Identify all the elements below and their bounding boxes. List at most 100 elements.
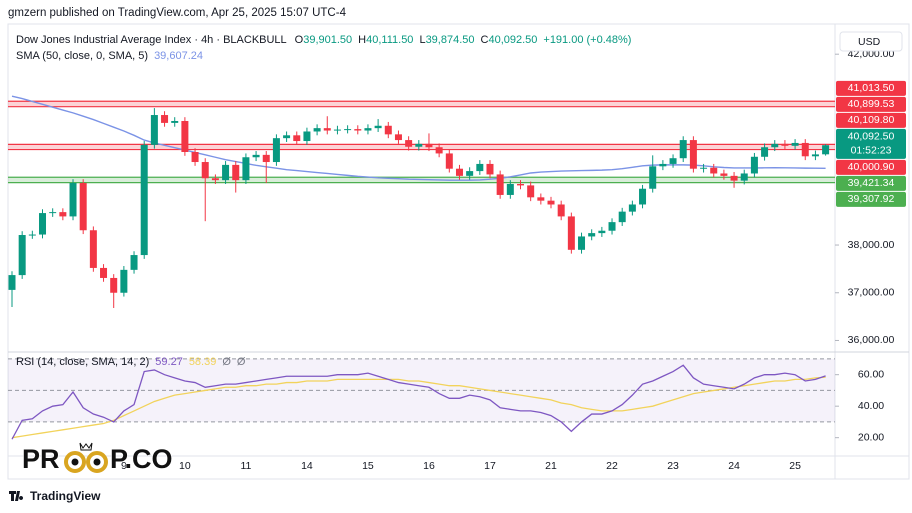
candle-body — [578, 236, 586, 250]
candle-body — [313, 128, 321, 132]
candle-body — [588, 233, 596, 237]
x-tick-label: 10 — [179, 460, 191, 472]
candle-body — [689, 140, 697, 169]
price-label-box — [836, 175, 906, 191]
zone-fill — [8, 144, 835, 150]
price-label: 41,013.50 — [848, 82, 895, 94]
change: +191.00 (+0.48%) — [543, 34, 631, 46]
main-pane — [8, 95, 835, 309]
footer-logo: TradingView — [9, 489, 101, 503]
candle-body — [69, 183, 77, 217]
legend-value: 39,607.24 — [154, 50, 203, 62]
candle-body — [303, 131, 311, 142]
candle-body — [720, 173, 728, 176]
ohlc-value: 39,874.50 — [426, 34, 475, 46]
x-tick-label: 25 — [789, 460, 801, 472]
ohlc-value: 40,111.50 — [366, 34, 413, 46]
y-tick-label: 60.00 — [858, 368, 884, 380]
candle-body — [598, 230, 606, 234]
candle-body — [222, 164, 230, 181]
price-label: 40,000.90 — [848, 161, 895, 173]
candle-body — [161, 115, 169, 123]
price-axis: 42,000.0038,000.0037,000.0036,000.0041,0… — [835, 31, 906, 443]
candle-body — [445, 153, 453, 169]
zone-fill — [8, 101, 835, 107]
publisher: gmzern published on TradingView.com, Apr… — [8, 7, 347, 19]
candle-body — [700, 167, 708, 169]
candle-body — [201, 162, 209, 179]
candle-body — [730, 175, 738, 181]
watermark-right: P.CO — [110, 444, 173, 474]
candle-body — [28, 234, 36, 236]
candle-body — [781, 143, 789, 146]
candle-body — [537, 197, 545, 201]
candle-body — [232, 164, 240, 181]
candle-body — [191, 152, 199, 163]
price-label: 39,421.34 — [848, 177, 895, 189]
candle-body — [710, 167, 718, 174]
x-tick-label: 14 — [301, 460, 313, 472]
watermark-left: PR — [22, 444, 60, 474]
legend-row: Dow Jones Industrial Average Index · 4h … — [16, 34, 631, 46]
candle-body — [527, 185, 535, 198]
candle-body — [354, 129, 362, 131]
price-label: 39,307.92 — [848, 193, 895, 205]
candle-body — [659, 163, 667, 167]
watermark-pupil — [71, 458, 79, 466]
ohlc-key: C — [481, 34, 489, 46]
price-label-box — [836, 112, 906, 128]
y-tick-label: 37,000.00 — [848, 287, 895, 299]
candle-body — [761, 147, 769, 157]
candle-body — [547, 200, 555, 205]
ohlc-key: L — [419, 34, 425, 46]
x-tick-label: 23 — [667, 460, 679, 472]
candle-body — [374, 125, 382, 129]
legend-value: 59.27 — [155, 356, 183, 368]
legend-name: SMA (50, close, 0, SMA, 5) — [16, 50, 148, 62]
candle-body — [272, 138, 280, 163]
currency-box — [839, 31, 903, 52]
candle-body — [100, 267, 108, 278]
candle-body — [242, 157, 250, 181]
legend-row: SMA (50, close, 0, SMA, 5) 39,607.24 — [16, 50, 203, 62]
y-tick-label: 36,000.00 — [848, 334, 895, 346]
legend-row: RSI (14, close, SMA, 14, 2) 59.27 58.39 Ø Ø — [16, 356, 246, 368]
candle-body — [486, 163, 494, 175]
price-label: 40,899.53 — [848, 98, 895, 110]
candle-body — [344, 129, 352, 131]
candle-body — [120, 269, 128, 293]
legend-flag: Ø — [237, 356, 246, 368]
candle-body — [822, 145, 830, 155]
candle-body — [628, 204, 636, 212]
candle-body — [415, 143, 423, 147]
legend-flag: Ø — [222, 356, 231, 368]
candle-body — [293, 135, 301, 142]
ohlc-key: O — [295, 34, 304, 46]
countdown: 01:52:23 — [851, 145, 892, 157]
watermark: PR P.CO — [22, 442, 173, 475]
x-tick-label: 24 — [728, 460, 740, 472]
footer-icon — [9, 491, 24, 501]
y-tick-label: 20.00 — [858, 431, 884, 443]
chart-title: Dow Jones Industrial Average Index · 4h … — [16, 34, 287, 46]
candle-body — [476, 163, 484, 172]
x-tick-label: 9 — [121, 460, 127, 472]
candle-body — [618, 211, 626, 223]
candle-body — [517, 183, 524, 186]
legends: Dow Jones Industrial Average Index · 4h … — [16, 34, 631, 368]
watermark-crown — [79, 442, 93, 451]
candle-body — [384, 125, 392, 135]
candle-body — [8, 275, 16, 290]
candle-body — [496, 174, 504, 195]
price-label-box — [836, 128, 906, 159]
candle-body — [283, 135, 291, 139]
x-tick-label: 15 — [362, 460, 374, 472]
rsi-pane — [8, 358, 835, 440]
candle-body — [750, 156, 758, 174]
candle-body — [171, 120, 179, 123]
x-tick-label: 11 — [240, 460, 251, 472]
x-tick-label: 17 — [484, 460, 496, 472]
ohlc-key: H — [358, 34, 366, 46]
